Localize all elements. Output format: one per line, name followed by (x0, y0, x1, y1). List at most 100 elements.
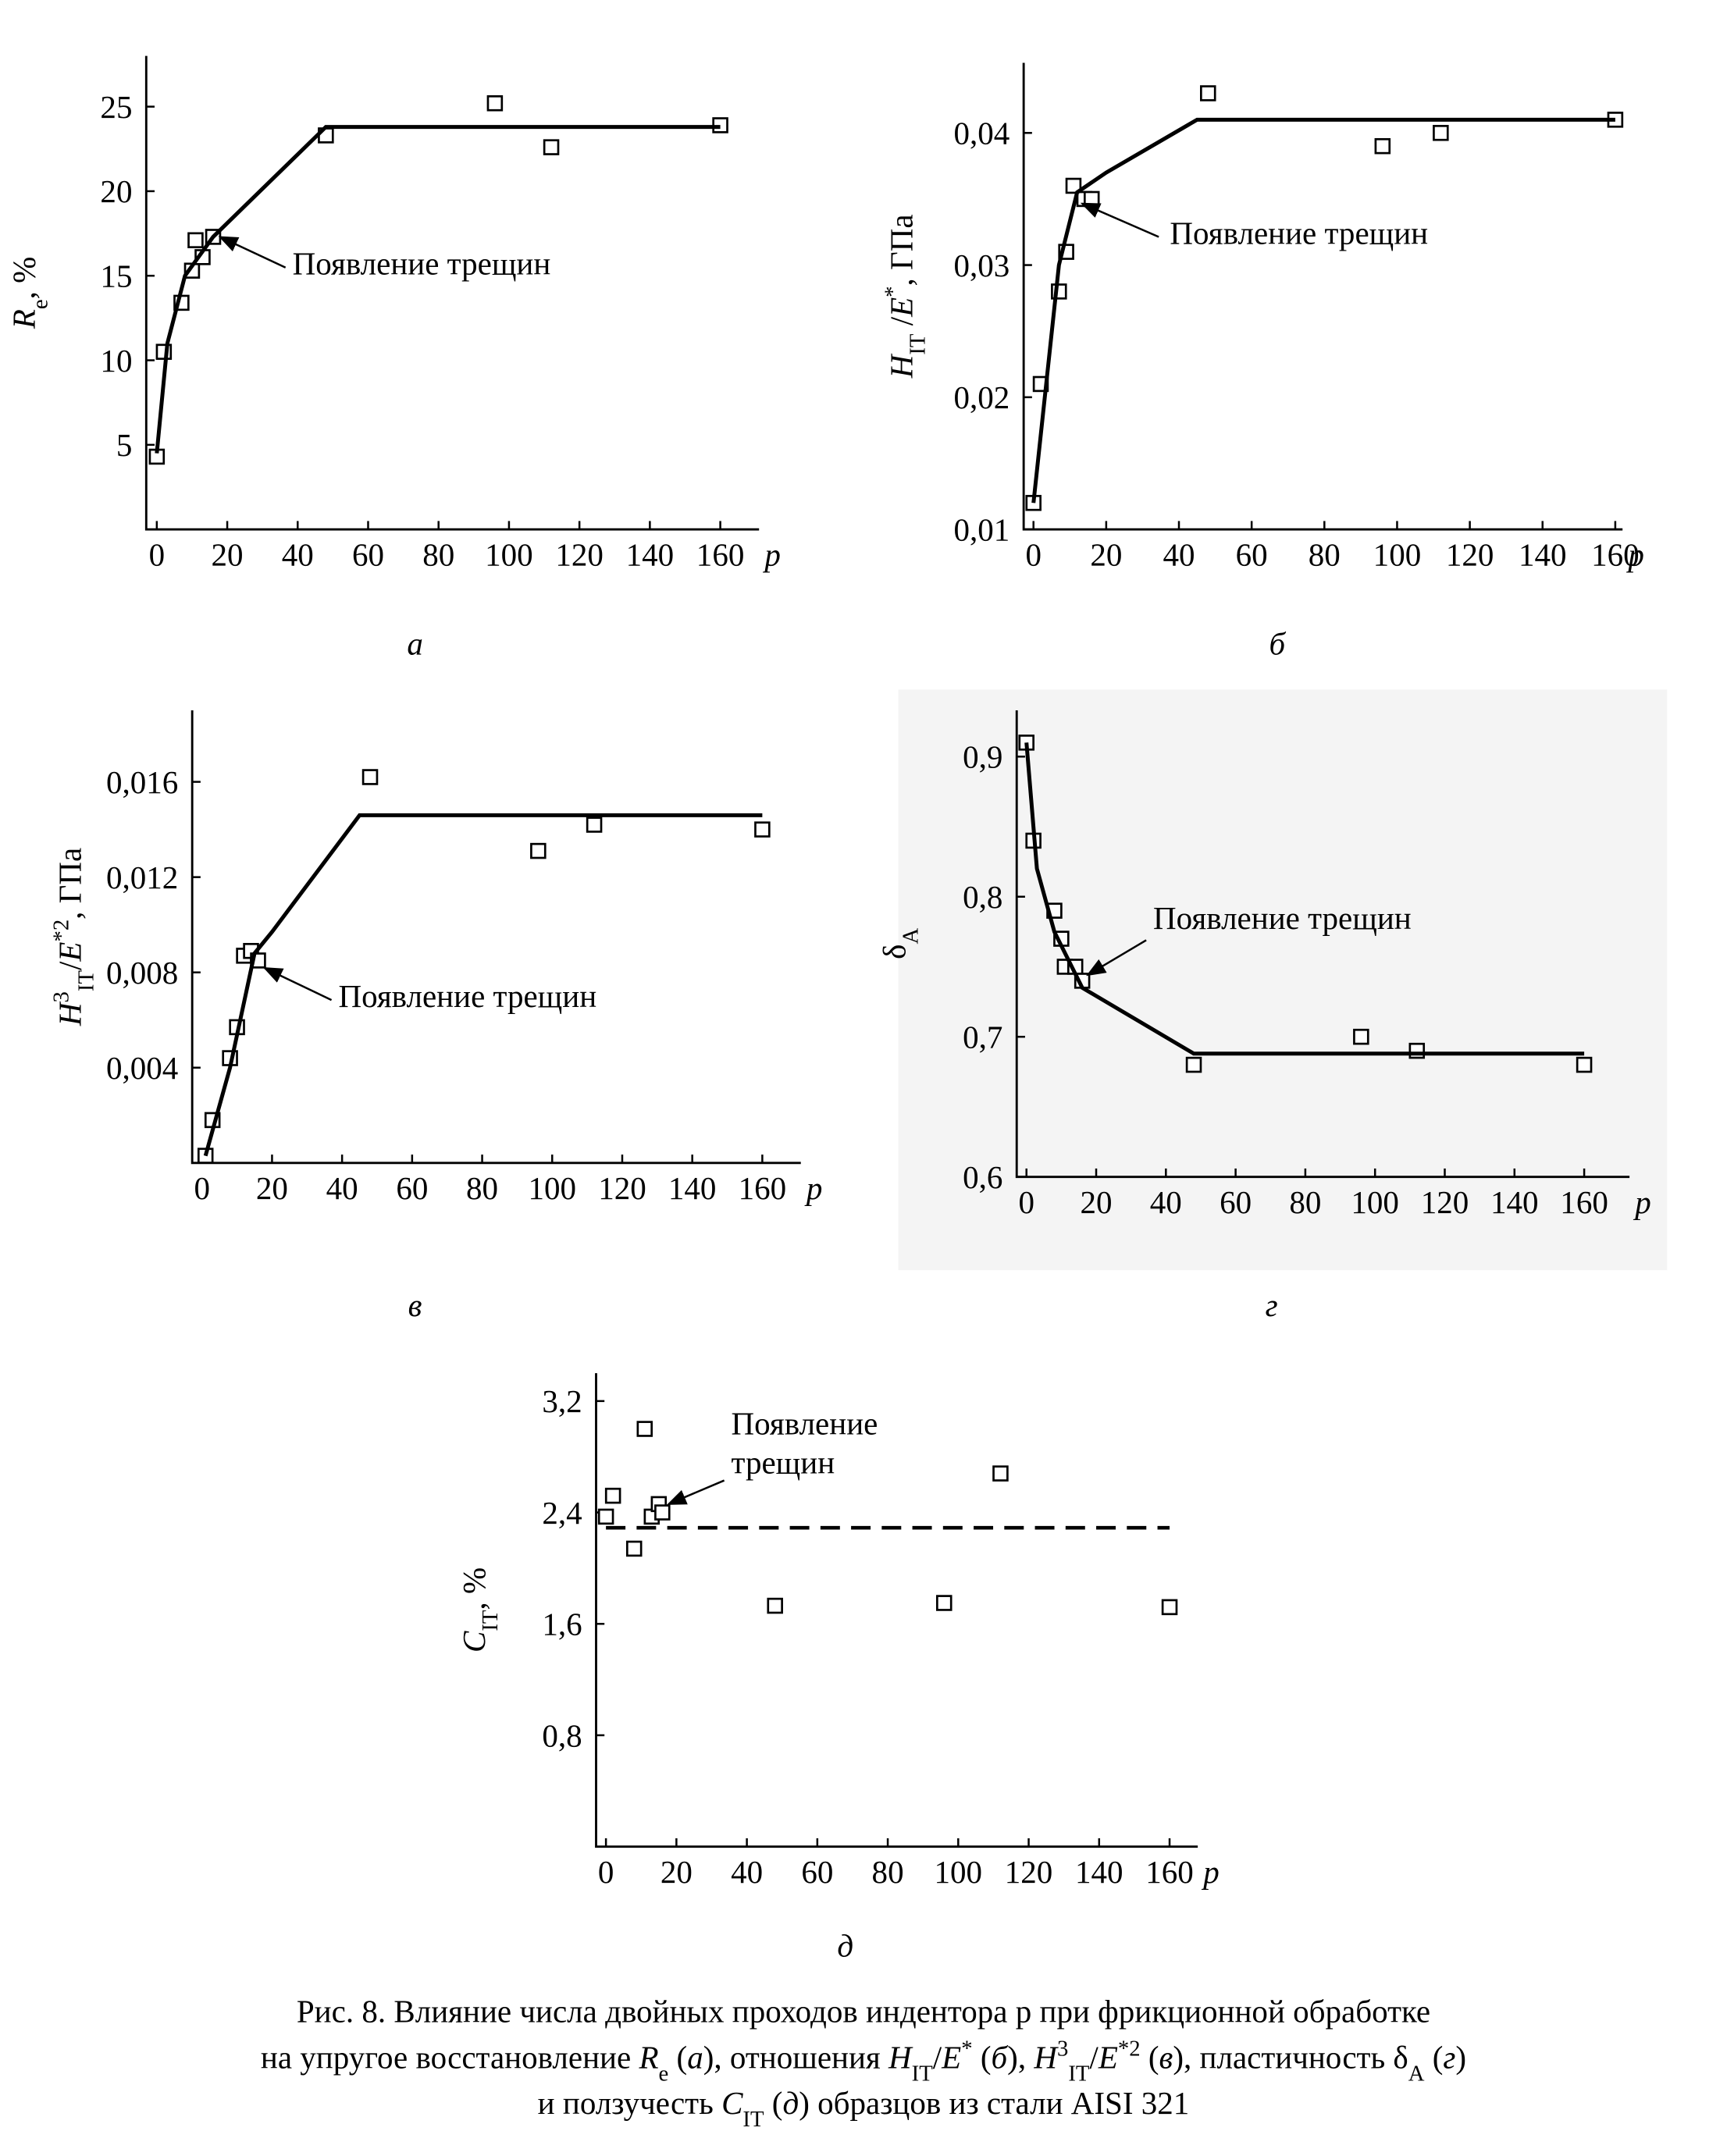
y-tick-label: 0,01 (954, 511, 1010, 547)
fit-line (203, 813, 763, 1157)
text-part: IT (905, 333, 930, 355)
text-part: IT (742, 2107, 764, 2132)
text-part: E (941, 2039, 961, 2075)
annotation-arrow (666, 1479, 725, 1506)
text-part: e (659, 2061, 669, 2086)
y-axis-label: CIT, % (456, 1567, 503, 1653)
x-tick-label: 140 (1075, 1854, 1123, 1890)
data-point (597, 1508, 614, 1525)
text-part: ( (668, 2039, 687, 2075)
annotation: трещин (732, 1445, 835, 1481)
text-part: 3 (48, 991, 73, 1002)
y-tick-label: 0,04 (954, 116, 1010, 151)
x-tick-label: 120 (598, 1170, 646, 1206)
data-point (187, 232, 204, 249)
panel-label: в (408, 1287, 422, 1323)
text-part: ( (1425, 2039, 1444, 2075)
x-tick-label: 100 (1373, 537, 1422, 573)
x-tick-label: 0 (149, 537, 166, 573)
text-part: H (1033, 2039, 1059, 2075)
text-part: A (899, 928, 924, 945)
text-part: E (1098, 2039, 1118, 2075)
x-tick-label: 140 (1490, 1184, 1539, 1220)
annotation: Появление (732, 1406, 878, 1442)
text-part: A (1408, 2061, 1425, 2086)
x-tick-label: 60 (1220, 1184, 1252, 1220)
text-part: IT (478, 1610, 503, 1631)
text-part: , ГПа (52, 848, 87, 920)
x-tick-label: 40 (731, 1854, 763, 1890)
annotation-arrow (262, 966, 333, 1002)
text-part: e (28, 299, 53, 309)
panel-background (898, 689, 1668, 1271)
text-part: Рис. 8. Влияние числа двойных проходов и… (297, 1993, 1430, 2029)
x-axis-label: p (1201, 1854, 1220, 1890)
y-tick-label: 0,008 (106, 955, 178, 991)
text-part: а (687, 2039, 703, 2075)
x-tick-label: 0 (1025, 537, 1042, 573)
panel-label: б (1269, 626, 1286, 662)
x-tick-label: 140 (1519, 537, 1567, 573)
caption-line: Рис. 8. Влияние числа двойных проходов и… (297, 1993, 1430, 2029)
y-tick-label: 10 (100, 343, 132, 379)
text-part: б (992, 2039, 1009, 2075)
y-tick-label: 20 (100, 173, 132, 209)
annotation: Появление трещин (338, 978, 596, 1014)
x-tick-label: 20 (212, 537, 244, 573)
data-point (754, 821, 771, 838)
text-part: г (1443, 2039, 1455, 2075)
x-tick-label: 40 (326, 1170, 358, 1206)
panel-label: д (837, 1928, 853, 1964)
text-part: 3 (1057, 2036, 1068, 2061)
text-part: / (933, 2039, 942, 2075)
x-axis-label: p (1626, 537, 1644, 573)
data-point (625, 1540, 643, 1557)
text-part: * (961, 2036, 972, 2061)
annotation-arrow (218, 236, 287, 269)
text-part: д (782, 2085, 799, 2121)
annotation: Появление трещин (293, 246, 551, 282)
y-tick-label: 0,02 (954, 379, 1010, 415)
x-tick-label: 40 (282, 537, 314, 573)
annotation: Появление трещин (1170, 215, 1428, 251)
x-tick-label: 20 (256, 1170, 288, 1206)
data-point (1200, 85, 1216, 101)
data-point (767, 1597, 783, 1614)
x-tick-label: 80 (1309, 537, 1341, 573)
x-tick-label: 0 (1018, 1184, 1034, 1220)
y-tick-label: 0,016 (106, 764, 178, 800)
y-tick-label: 0,6 (963, 1159, 1002, 1195)
y-tick-label: 0,9 (963, 739, 1002, 775)
annotation: Появление трещин (1153, 900, 1412, 936)
y-tick-label: 1,6 (542, 1606, 582, 1642)
text-part: *2 (48, 920, 73, 942)
x-tick-label: 160 (696, 537, 745, 573)
x-tick-label: 80 (466, 1170, 498, 1206)
data-point (1576, 1056, 1593, 1073)
x-tick-label: 140 (626, 537, 675, 573)
x-tick-label: 160 (739, 1170, 787, 1206)
x-axis-label: p (1633, 1184, 1651, 1220)
data-point (604, 1487, 621, 1504)
x-tick-label: 160 (1591, 537, 1640, 573)
x-tick-label: 20 (1090, 537, 1122, 573)
text-part: IT (912, 2061, 934, 2086)
x-tick-label: 60 (396, 1170, 428, 1206)
text-part: ( (1141, 2039, 1159, 2075)
y-tick-label: 0,012 (106, 859, 178, 895)
x-tick-label: 120 (1421, 1184, 1469, 1220)
y-axis-label: δA (877, 928, 924, 959)
text-part: на упругое восстановление (261, 2039, 639, 2075)
y-tick-label: 0,8 (963, 879, 1002, 915)
y-tick-label: 3,2 (542, 1383, 582, 1419)
text-part: и ползучесть (538, 2085, 721, 2121)
data-point (361, 769, 379, 785)
x-tick-label: 0 (194, 1170, 210, 1206)
y-axis-label: Re, % (6, 257, 53, 329)
y-tick-label: 0,8 (542, 1717, 582, 1753)
text-part: C (456, 1631, 492, 1653)
x-tick-label: 160 (1145, 1854, 1194, 1890)
text-part: IT (1068, 2061, 1090, 2086)
